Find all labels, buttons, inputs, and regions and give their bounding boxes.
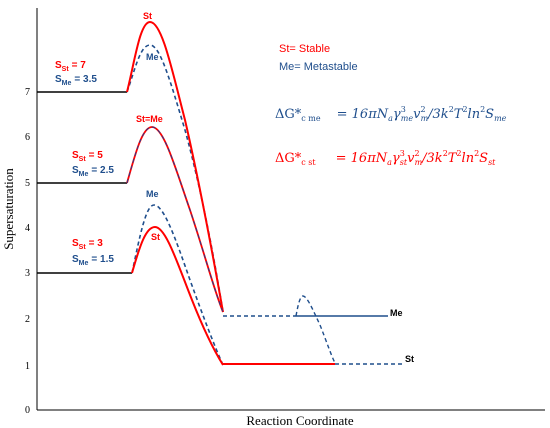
equation-me-k-sup: 2 — [449, 105, 454, 114]
y-tick-label-1: 1 — [25, 361, 30, 372]
y-tick-label-0: 0 — [25, 405, 30, 416]
peak-label-shared-middle: St=Me — [136, 114, 163, 124]
y-tick-label-2: 2 — [25, 314, 30, 325]
group-top-me-sub: Me — [62, 80, 72, 87]
equation-me-T: T — [454, 107, 464, 122]
group-bottom-st-label: SSt = 3 — [72, 238, 103, 251]
group-bottom-st-value: = 3 — [89, 238, 104, 249]
group-top-st-s: S — [55, 60, 62, 71]
equation-st-ln-sup: 2 — [474, 149, 479, 158]
equation-st-gamma-sup: 3 — [400, 149, 405, 158]
group-middle-me-sub: Me — [79, 171, 89, 178]
equation-st-tail: /3k — [420, 151, 443, 166]
equation-me-lhs-sub: c me — [301, 114, 321, 123]
end-label-st: St — [405, 354, 414, 364]
equation-me-gamma-sup: 3 — [401, 105, 406, 114]
y-tick-label-3: 3 — [25, 268, 30, 279]
equation-me-v: v — [413, 107, 421, 122]
legend-stable: St= Stable — [279, 43, 330, 55]
equation-me-ln-sup: 2 — [480, 105, 485, 114]
equation-me-v-sub: m — [421, 114, 429, 123]
equation-me-gamma: γ — [393, 107, 401, 122]
group-top-st-sub: St — [62, 66, 70, 73]
equation-me-S: S — [485, 107, 494, 122]
equation-me-na-sub: a — [388, 114, 393, 123]
equation-me-v-sup: 2 — [420, 105, 425, 114]
equation-st-na-sub: a — [387, 158, 392, 167]
end-label-me: Me — [390, 308, 403, 318]
group-middle-st-label: SSt = 5 — [72, 150, 103, 163]
equation-me-tail: /3k — [426, 107, 449, 122]
group-bottom-me-s: S — [72, 254, 79, 265]
equation-st-S: S — [479, 151, 488, 166]
group-top-me-s: S — [55, 74, 62, 85]
equation-st: ΔG*c st = 16πNaγ3 stv2 m/3k2T2ln2Sst — [275, 149, 496, 167]
equation-st-v-sup: 2 — [414, 149, 419, 158]
peak-label-st-top: St — [143, 11, 152, 21]
equation-st-S-sub: st — [488, 158, 496, 167]
y-tick-label-7: 7 — [25, 87, 30, 98]
group-top-me-value: = 3.5 — [74, 74, 97, 85]
equation-me-ln: ln — [468, 107, 481, 122]
group-top-st-value: = 7 — [72, 60, 87, 71]
equation-me-gamma-sub: me — [401, 114, 414, 123]
group-middle-st-value: = 5 — [89, 150, 104, 161]
curve-shared-middle — [126, 126, 224, 313]
equation-st-gamma: γ — [392, 151, 400, 166]
equation-me-lhs: ΔG* — [275, 107, 302, 122]
curve-shared-middle-overlay — [126, 126, 224, 313]
y-tick-label-5: 5 — [25, 178, 30, 189]
equation-st-lhs: ΔG* — [275, 151, 302, 166]
equation-st-rhs: = 16πN — [336, 151, 388, 166]
group-bottom-st-sub: St — [79, 244, 87, 251]
group-bottom-st-s: S — [72, 238, 79, 249]
group-middle-me-s: S — [72, 165, 79, 176]
me-plateau-bump — [295, 295, 336, 364]
group-middle-st-sub: St — [79, 156, 87, 163]
group-middle-st-s: S — [72, 150, 79, 161]
equation-st-v: v — [407, 151, 415, 166]
y-axis-label: Supersaturation — [1, 168, 16, 250]
peak-label-me-top: Me — [146, 52, 159, 62]
peak-label-st-bottom: St — [151, 232, 160, 242]
curve-st-bottom — [131, 225, 224, 366]
equation-st-gamma-sub: st — [400, 158, 408, 167]
curve-me-bottom — [131, 204, 224, 366]
peak-label-me-bottom: Me — [146, 189, 159, 199]
equation-st-ln: ln — [462, 151, 475, 166]
equation-st-v-sub: m — [415, 158, 423, 167]
equation-st-k-sup: 2 — [443, 149, 448, 158]
group-bottom-me-label: SMe = 1.5 — [72, 254, 114, 267]
equation-st-lhs-sub: c st — [301, 158, 316, 167]
equation-me-rhs: = 16πN — [337, 107, 389, 122]
equation-st-T: T — [448, 151, 458, 166]
equation-me-S-sub: me — [494, 114, 507, 123]
equation-me-T-sup: 2 — [462, 105, 467, 114]
equation-me: ΔG*c me = 16πNaγ3 mev2 m/3k2T2ln2Sme — [275, 105, 507, 123]
y-tick-label-6: 6 — [25, 132, 30, 143]
group-middle-me-value: = 2.5 — [91, 165, 114, 176]
group-top-st-label: SSt = 7 — [55, 60, 86, 73]
group-bottom-me-sub: Me — [79, 260, 89, 267]
x-axis-label: Reaction Coordinate — [246, 413, 353, 428]
curve-st-top — [126, 20, 224, 313]
legend-metastable: Me= Metastable — [279, 61, 358, 73]
group-middle-me-label: SMe = 2.5 — [72, 165, 114, 178]
group-top-me-label: SMe = 3.5 — [55, 74, 97, 87]
group-bottom-me-value: = 1.5 — [91, 254, 114, 265]
y-tick-label-4: 4 — [25, 223, 30, 234]
equation-st-T-sup: 2 — [456, 149, 461, 158]
